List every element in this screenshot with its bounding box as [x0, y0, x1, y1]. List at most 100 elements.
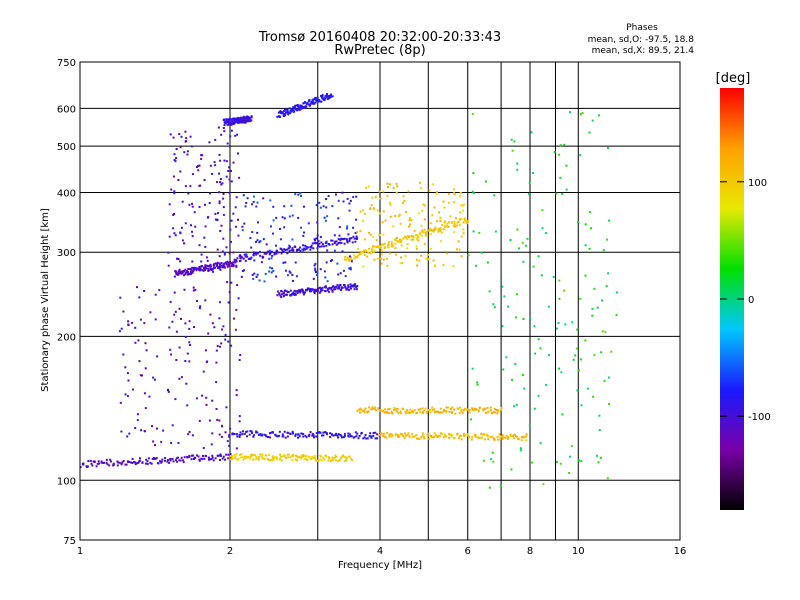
data-point	[141, 374, 143, 377]
data-point	[507, 436, 510, 439]
data-point	[216, 263, 218, 266]
data-point	[442, 264, 445, 267]
data-point	[341, 250, 344, 253]
data-point	[179, 260, 182, 263]
data-point	[589, 211, 591, 214]
data-point	[579, 297, 582, 300]
data-point	[305, 245, 308, 248]
data-point	[455, 217, 457, 220]
data-point	[183, 270, 186, 273]
data-point	[324, 219, 327, 222]
data-point	[348, 259, 351, 262]
data-point	[561, 192, 564, 195]
data-point	[225, 453, 228, 456]
data-point	[312, 434, 315, 437]
data-point	[176, 257, 178, 260]
data-point	[575, 347, 578, 350]
data-point	[234, 206, 237, 209]
data-point	[256, 201, 259, 204]
data-point	[322, 431, 325, 434]
data-point	[278, 293, 281, 296]
data-point	[249, 257, 252, 260]
data-point	[93, 461, 96, 463]
stats-line-x: mean, sd,X: 89.5, 21.4	[592, 46, 695, 56]
data-point	[294, 261, 297, 264]
data-point	[137, 461, 140, 464]
data-point	[188, 430, 191, 433]
data-point	[221, 328, 224, 331]
data-point	[425, 257, 428, 260]
data-point	[365, 186, 368, 189]
data-point	[215, 381, 218, 384]
data-point	[174, 160, 177, 163]
data-point	[292, 110, 295, 113]
data-point	[183, 274, 185, 277]
data-point	[167, 264, 170, 267]
data-point	[558, 279, 561, 282]
data-point	[205, 403, 208, 406]
data-point	[453, 408, 456, 411]
data-point	[145, 349, 148, 352]
data-point	[235, 389, 238, 392]
data-point	[156, 427, 158, 430]
data-point	[244, 255, 247, 258]
data-point	[290, 109, 293, 112]
data-point	[265, 454, 268, 457]
data-point	[282, 110, 285, 113]
data-point	[463, 433, 466, 436]
data-point	[283, 217, 286, 220]
data-point	[478, 406, 481, 409]
data-point	[280, 248, 283, 251]
data-point	[356, 432, 359, 435]
data-point	[182, 459, 185, 462]
data-point	[198, 307, 201, 310]
data-point	[231, 457, 234, 460]
data-point	[523, 387, 526, 390]
data-point	[404, 254, 407, 257]
data-point	[442, 410, 445, 413]
data-point	[222, 197, 225, 200]
data-point	[290, 204, 293, 207]
data-point	[301, 288, 304, 291]
data-point	[228, 166, 231, 169]
data-point	[297, 436, 299, 439]
data-point	[351, 459, 353, 462]
data-point	[234, 455, 237, 458]
data-point	[351, 258, 354, 261]
data-point	[460, 255, 463, 258]
data-point	[270, 225, 272, 228]
data-point	[134, 427, 137, 429]
data-point	[362, 437, 365, 440]
data-point	[459, 192, 462, 194]
data-point	[294, 104, 297, 107]
data-point	[243, 432, 246, 435]
data-point	[359, 411, 362, 414]
data-point	[296, 249, 298, 252]
data-point	[307, 246, 310, 249]
data-point	[87, 460, 90, 462]
data-point	[237, 121, 240, 124]
data-point	[236, 435, 239, 438]
data-point	[366, 411, 369, 414]
data-point	[559, 144, 562, 147]
data-point	[252, 458, 254, 461]
data-point	[366, 437, 369, 440]
data-point	[364, 407, 367, 410]
data-point	[453, 188, 455, 191]
data-point	[167, 390, 170, 393]
data-point	[260, 455, 263, 458]
data-point	[139, 457, 141, 460]
data-point	[378, 190, 381, 193]
data-point	[127, 460, 129, 463]
data-point	[219, 230, 222, 232]
data-point	[289, 456, 292, 459]
data-point	[586, 387, 589, 390]
data-point	[450, 435, 453, 438]
data-point	[352, 196, 355, 198]
data-point	[198, 458, 201, 461]
data-point	[173, 232, 176, 235]
data-point	[570, 445, 573, 448]
data-point	[211, 322, 214, 325]
data-point	[218, 191, 221, 194]
data-point	[268, 459, 271, 462]
